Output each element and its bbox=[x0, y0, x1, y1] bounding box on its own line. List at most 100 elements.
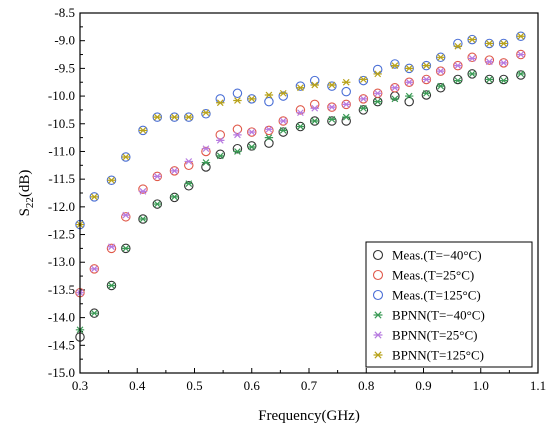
data-point bbox=[138, 187, 148, 195]
legend-marker bbox=[373, 351, 383, 359]
data-point bbox=[296, 84, 305, 92]
y-tick-label: -13.0 bbox=[48, 254, 75, 269]
x-tick-label: 1.1 bbox=[530, 378, 546, 393]
y-tick-label: -11.0 bbox=[48, 143, 75, 158]
data-point bbox=[484, 55, 495, 65]
data-point bbox=[485, 40, 494, 47]
data-point bbox=[278, 91, 288, 101]
data-point bbox=[499, 40, 508, 47]
data-point bbox=[107, 243, 116, 251]
data-point bbox=[201, 162, 211, 172]
data-point bbox=[247, 143, 256, 151]
y-tick-label: -12.5 bbox=[48, 227, 75, 242]
data-point bbox=[106, 243, 117, 254]
data-point bbox=[90, 265, 99, 273]
x-tick-label: 0.5 bbox=[186, 378, 202, 393]
data-point bbox=[247, 141, 257, 151]
data-point bbox=[278, 127, 288, 137]
data-point bbox=[216, 99, 225, 107]
data-point bbox=[153, 173, 162, 180]
x-tick-label: 0.8 bbox=[358, 378, 374, 393]
data-point bbox=[201, 145, 211, 153]
data-point bbox=[121, 211, 130, 219]
data-point bbox=[247, 95, 256, 103]
data-point bbox=[453, 38, 463, 49]
x-tick-label: 0.4 bbox=[129, 378, 146, 393]
data-point bbox=[373, 70, 382, 78]
data-point bbox=[295, 81, 306, 91]
data-point bbox=[404, 65, 414, 72]
y-tick-label: -14.0 bbox=[48, 310, 75, 325]
data-point bbox=[516, 32, 526, 40]
data-point bbox=[516, 51, 526, 58]
data-point bbox=[264, 138, 274, 148]
data-point bbox=[232, 88, 243, 99]
data-point bbox=[232, 124, 243, 135]
data-point bbox=[264, 96, 274, 107]
data-point bbox=[138, 215, 148, 223]
data-point bbox=[499, 77, 508, 84]
data-point bbox=[467, 70, 477, 78]
y-tick-label: -12.0 bbox=[48, 199, 75, 214]
data-point bbox=[121, 245, 130, 252]
y-tick-label: -9.0 bbox=[54, 33, 75, 48]
data-point bbox=[341, 116, 351, 126]
data-point bbox=[342, 101, 351, 108]
data-point bbox=[436, 67, 445, 75]
data-point bbox=[121, 212, 131, 222]
data-point bbox=[247, 128, 256, 136]
data-point bbox=[421, 90, 432, 100]
x-tick-label: 0.6 bbox=[244, 378, 261, 393]
data-point bbox=[184, 160, 194, 171]
data-point bbox=[436, 53, 445, 61]
data-point bbox=[390, 84, 400, 92]
x-tick-label: 0.9 bbox=[415, 378, 431, 393]
legend-marker bbox=[373, 311, 383, 319]
data-point bbox=[107, 282, 116, 289]
data-point bbox=[327, 81, 337, 89]
data-point bbox=[485, 58, 494, 66]
legend: Meas.(T=−40°C) Meas.(T=25°C) Meas.(T=125°C… bbox=[365, 241, 533, 368]
data-point bbox=[436, 82, 445, 90]
data-point bbox=[359, 104, 368, 112]
y-axis-label: S22(dB) bbox=[17, 170, 36, 217]
data-point bbox=[327, 103, 337, 111]
data-point bbox=[201, 109, 211, 119]
data-point bbox=[390, 62, 400, 69]
data-point bbox=[295, 105, 306, 115]
data-point bbox=[435, 83, 446, 93]
data-point bbox=[310, 104, 319, 112]
data-point bbox=[233, 148, 242, 155]
data-point bbox=[404, 92, 414, 100]
data-point bbox=[153, 113, 162, 121]
data-point bbox=[233, 131, 242, 139]
data-point bbox=[359, 76, 368, 83]
series-3 bbox=[75, 70, 526, 334]
data-point bbox=[264, 91, 274, 99]
legend-label: BPNN(T=25°C) bbox=[392, 328, 477, 343]
legend-items: Meas.(T=−40°C) Meas.(T=25°C) Meas.(T=125°C… bbox=[372, 248, 485, 363]
y-axis-label-unit: (dB) bbox=[17, 170, 33, 198]
data-point bbox=[216, 137, 225, 144]
data-point bbox=[121, 153, 130, 161]
legend-label: Meas.(T=25°C) bbox=[392, 268, 474, 283]
series-4 bbox=[75, 51, 526, 297]
data-point bbox=[309, 75, 320, 86]
data-point bbox=[453, 42, 463, 50]
data-point bbox=[233, 97, 242, 104]
data-point bbox=[309, 99, 320, 110]
data-point bbox=[138, 184, 148, 194]
legend-label: Meas.(T=−40°C) bbox=[392, 248, 482, 263]
data-point bbox=[279, 127, 288, 134]
ticks-layer: 0.3 0.4 0.5 0.6 0.7 0.8 0.9 1.0 1.1 -15.0 -14.5 -14… bbox=[48, 5, 546, 393]
data-point bbox=[404, 96, 414, 107]
data-point bbox=[358, 105, 369, 115]
plot-frame bbox=[79, 12, 539, 374]
data-point bbox=[327, 115, 337, 123]
data-point bbox=[373, 89, 382, 97]
data-point bbox=[422, 89, 431, 97]
legend-label: BPNN(T=125°C) bbox=[392, 348, 484, 363]
y-tick-label: -10.0 bbox=[48, 88, 75, 103]
data-point bbox=[327, 81, 337, 91]
